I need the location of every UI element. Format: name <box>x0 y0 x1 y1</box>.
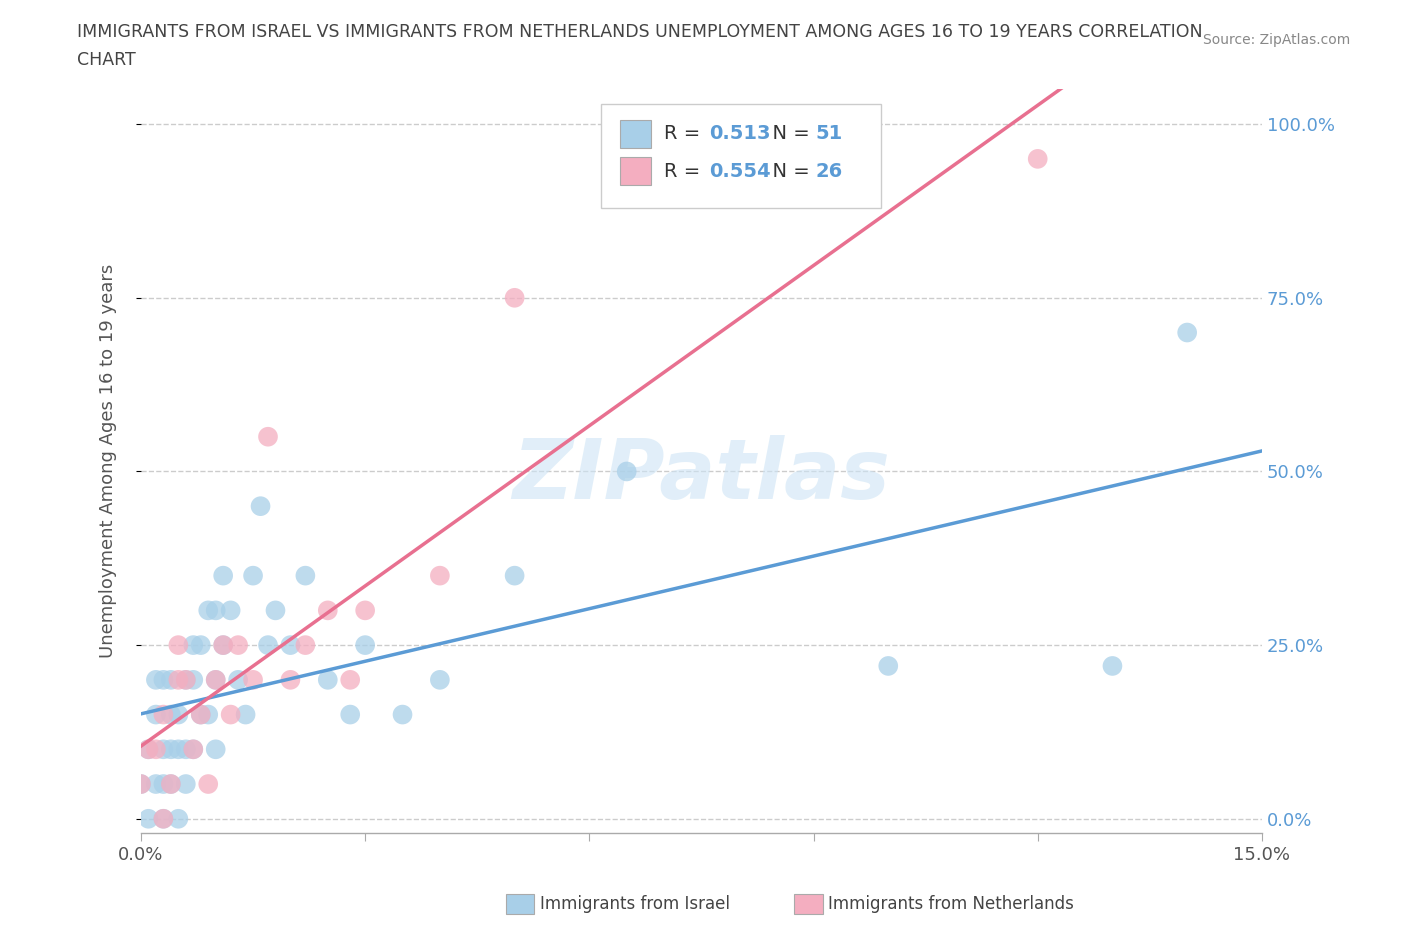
Point <box>152 811 174 826</box>
Text: ZIPatlas: ZIPatlas <box>513 435 890 516</box>
Point <box>219 707 242 722</box>
Y-axis label: Unemployment Among Ages 16 to 19 years: Unemployment Among Ages 16 to 19 years <box>100 264 117 658</box>
Point <box>174 672 197 687</box>
Point <box>152 672 174 687</box>
Text: N =: N = <box>759 125 815 143</box>
Point <box>226 672 249 687</box>
Point <box>160 742 183 757</box>
Point <box>167 672 190 687</box>
Point <box>219 603 242 618</box>
Point <box>160 672 183 687</box>
Point <box>181 638 204 653</box>
Point <box>129 777 152 791</box>
Point <box>877 658 900 673</box>
Point <box>242 672 264 687</box>
Point <box>145 707 167 722</box>
Point <box>316 603 339 618</box>
Point <box>174 742 197 757</box>
Point <box>280 672 302 687</box>
Point <box>138 742 160 757</box>
Point <box>190 707 212 722</box>
Text: CHART: CHART <box>77 51 136 69</box>
Point <box>167 707 190 722</box>
Point <box>197 603 219 618</box>
Point <box>160 777 183 791</box>
Point <box>226 638 249 653</box>
Point <box>204 672 226 687</box>
Point <box>197 777 219 791</box>
Point <box>235 707 257 722</box>
Point <box>264 603 287 618</box>
Point <box>160 777 183 791</box>
Point <box>181 742 204 757</box>
Text: IMMIGRANTS FROM ISRAEL VS IMMIGRANTS FROM NETHERLANDS UNEMPLOYMENT AMONG AGES 16: IMMIGRANTS FROM ISRAEL VS IMMIGRANTS FRO… <box>77 23 1204 41</box>
Point <box>152 742 174 757</box>
Text: 51: 51 <box>815 125 844 143</box>
Point <box>249 498 271 513</box>
Point <box>354 603 377 618</box>
Point <box>190 707 212 722</box>
Point <box>1175 326 1198 340</box>
Point <box>167 638 190 653</box>
Point <box>145 777 167 791</box>
Point <box>197 707 219 722</box>
Point <box>190 638 212 653</box>
Point <box>167 811 190 826</box>
Point <box>429 568 451 583</box>
Text: Immigrants from Netherlands: Immigrants from Netherlands <box>828 895 1074 913</box>
Point <box>294 638 316 653</box>
Point <box>181 672 204 687</box>
Point <box>1101 658 1123 673</box>
Point <box>242 568 264 583</box>
Point <box>257 638 280 653</box>
Point <box>167 742 190 757</box>
Point <box>257 430 280 445</box>
Text: R =: R = <box>665 125 707 143</box>
Point <box>316 672 339 687</box>
Point <box>152 777 174 791</box>
Point <box>339 672 361 687</box>
Point <box>503 290 526 305</box>
Point <box>152 811 174 826</box>
Text: Immigrants from Israel: Immigrants from Israel <box>540 895 730 913</box>
Text: 0.513: 0.513 <box>709 125 770 143</box>
Point <box>129 777 152 791</box>
Point <box>152 707 174 722</box>
Point <box>138 811 160 826</box>
FancyBboxPatch shape <box>600 104 880 208</box>
Point <box>294 568 316 583</box>
Point <box>212 638 235 653</box>
FancyBboxPatch shape <box>620 157 651 185</box>
Point <box>1026 152 1049 166</box>
Point <box>391 707 413 722</box>
Point <box>616 464 638 479</box>
Point <box>181 742 204 757</box>
Point <box>145 742 167 757</box>
Point <box>354 638 377 653</box>
Point <box>174 777 197 791</box>
Point <box>204 672 226 687</box>
Point <box>212 568 235 583</box>
Text: 26: 26 <box>815 162 844 180</box>
Point <box>280 638 302 653</box>
Point <box>204 603 226 618</box>
Point <box>429 672 451 687</box>
Text: 0.554: 0.554 <box>709 162 770 180</box>
Point <box>174 672 197 687</box>
Text: R =: R = <box>665 162 707 180</box>
Text: Source: ZipAtlas.com: Source: ZipAtlas.com <box>1202 33 1350 46</box>
Point <box>339 707 361 722</box>
FancyBboxPatch shape <box>620 120 651 148</box>
Point <box>145 672 167 687</box>
Point <box>204 742 226 757</box>
Point <box>503 568 526 583</box>
Point <box>138 742 160 757</box>
Text: N =: N = <box>759 162 815 180</box>
Point <box>212 638 235 653</box>
Point <box>160 707 183 722</box>
